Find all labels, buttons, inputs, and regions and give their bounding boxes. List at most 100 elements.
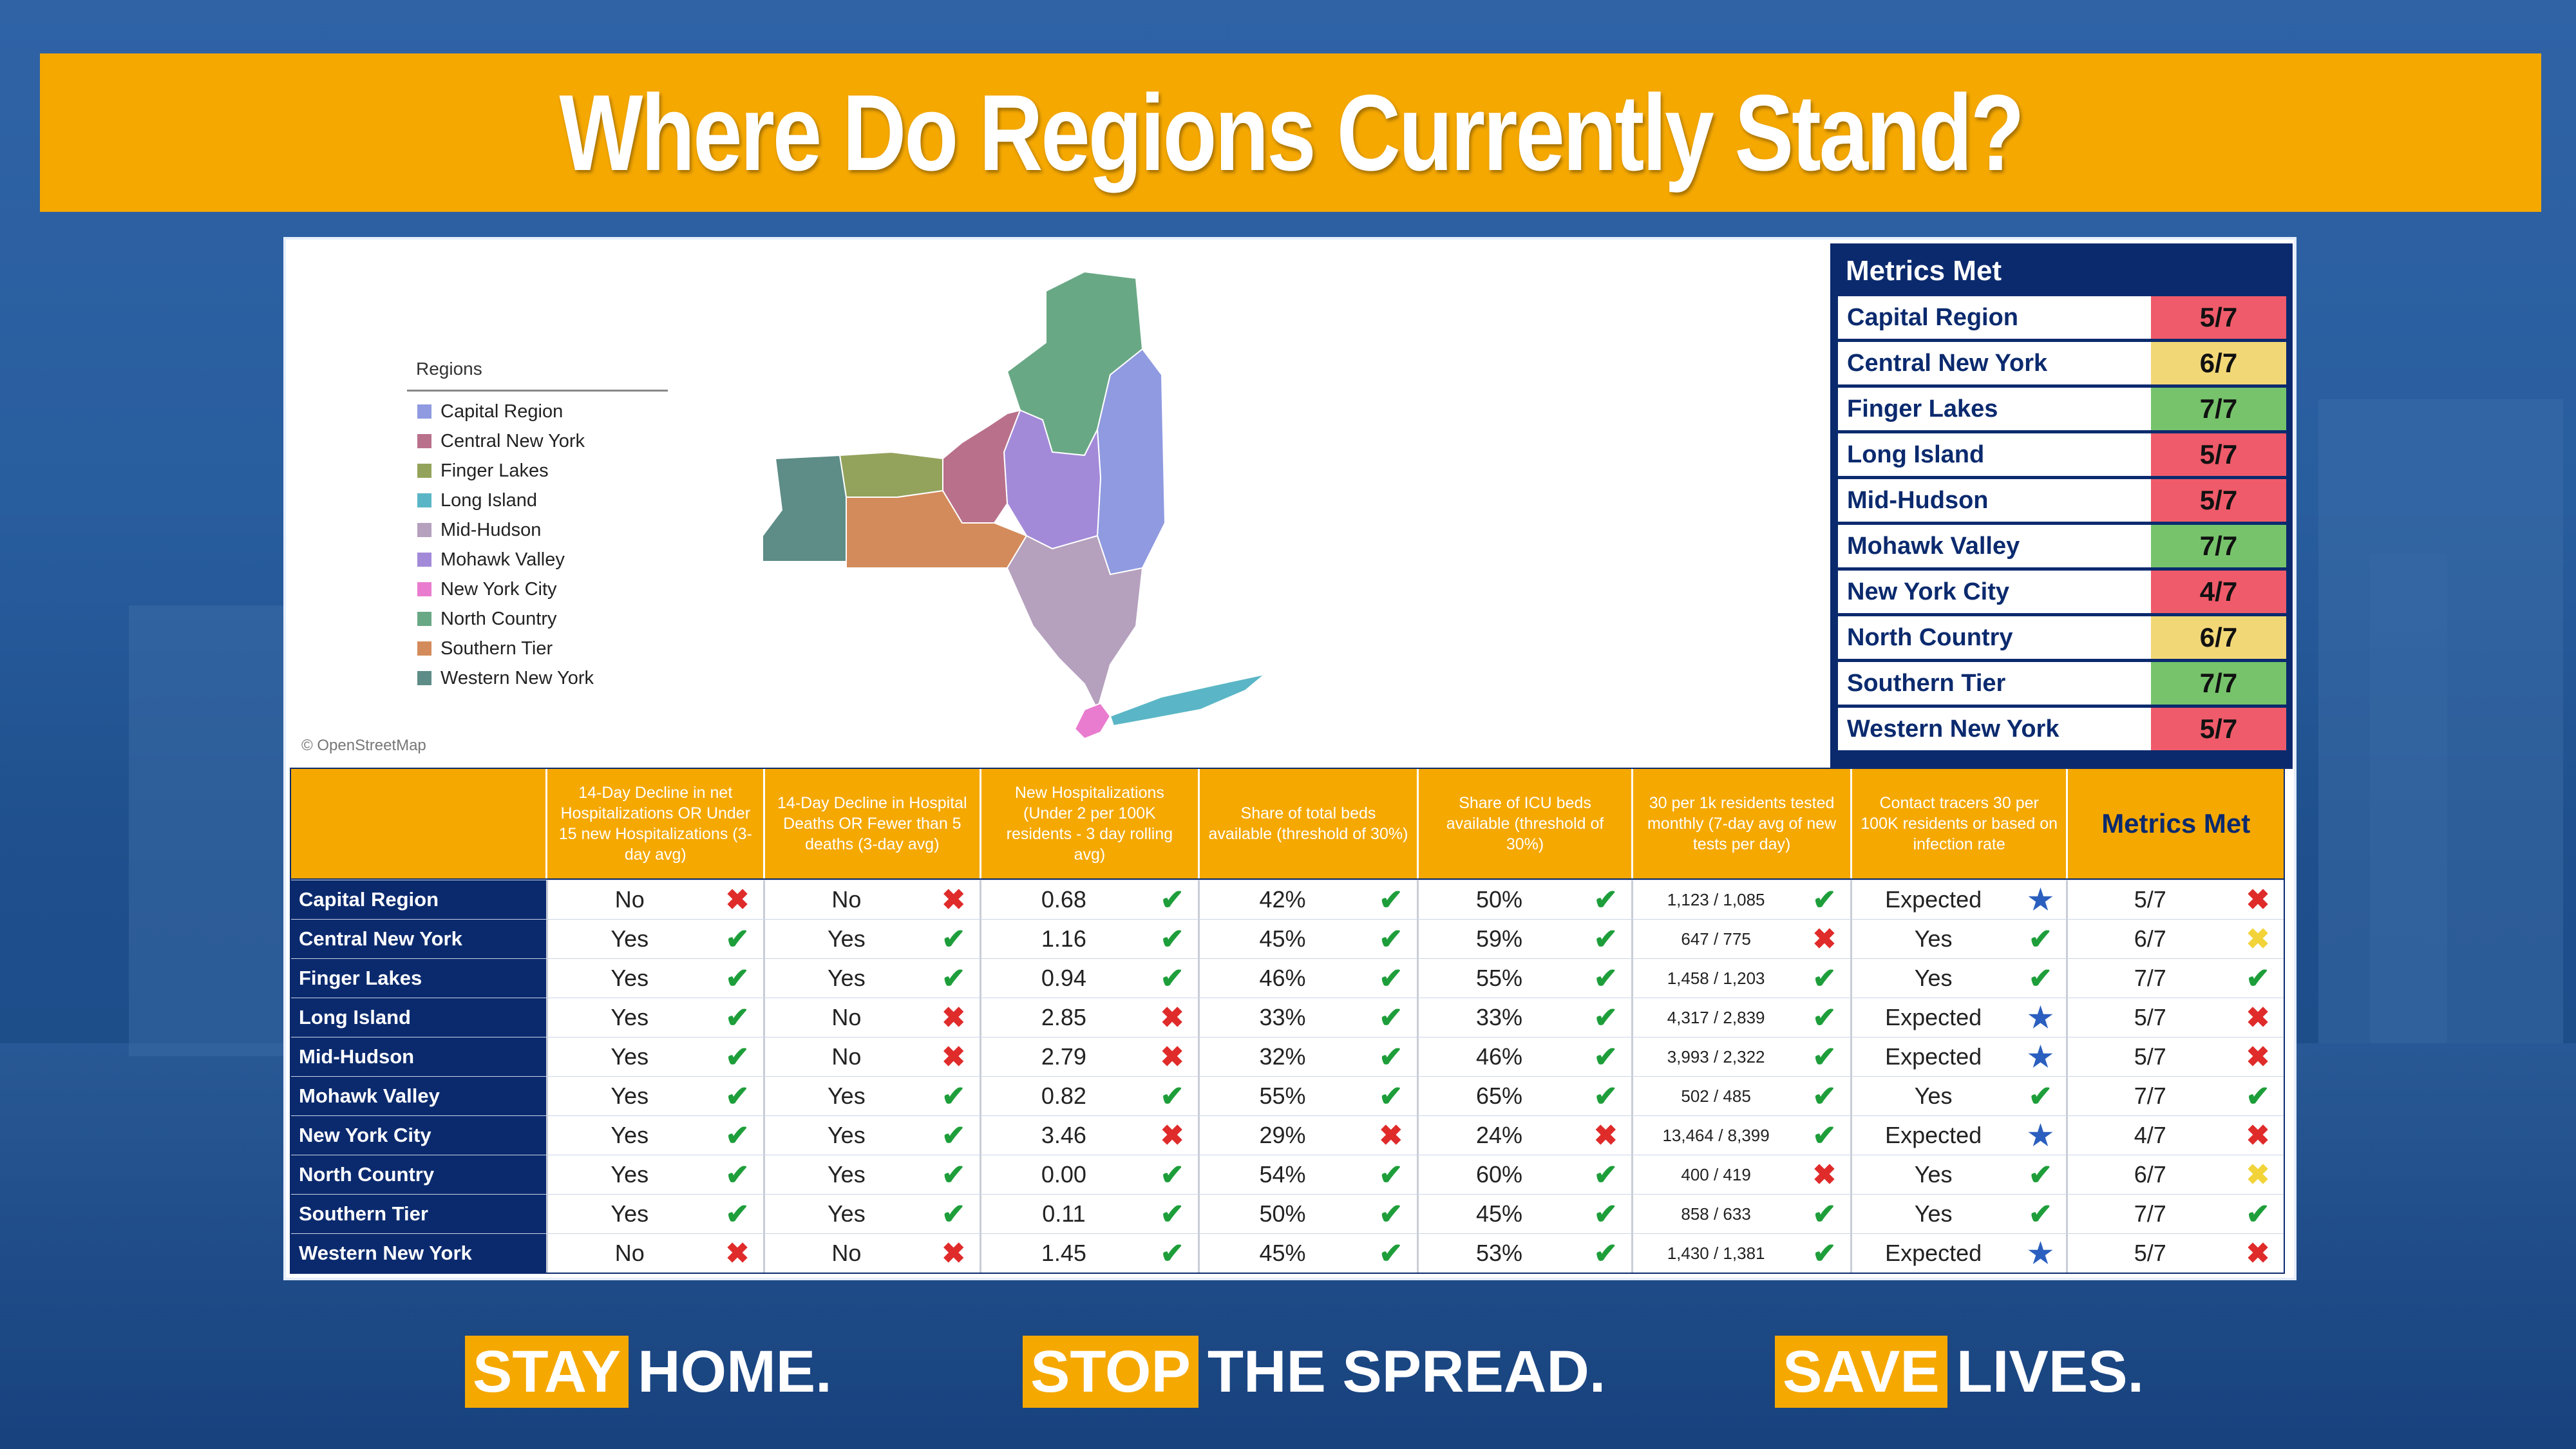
star-icon: ★: [2027, 1237, 2054, 1269]
check-icon: ✔: [2029, 1080, 2052, 1112]
table-cell: Yes ✔: [545, 1116, 764, 1155]
cell-value: Yes: [1914, 965, 1953, 991]
cell-value: 50%: [1476, 886, 1523, 913]
column-header: 30 per 1k residents tested monthly (7-da…: [1631, 769, 1850, 878]
check-icon: ✔: [2029, 962, 2052, 994]
legend-swatch: [417, 523, 431, 537]
legend-label: New York City: [440, 578, 557, 600]
check-icon: ✔: [725, 1198, 750, 1230]
column-header: Metrics Met: [2066, 769, 2284, 878]
check-icon: ✔: [725, 1041, 750, 1073]
cell-value: Yes: [1914, 1161, 1953, 1188]
x-icon: ✖: [942, 1041, 966, 1073]
table-cell: 1,430 / 1,381 ✔: [1631, 1234, 1850, 1273]
x-icon: ✖: [942, 884, 966, 916]
legend-label: North Country: [440, 608, 557, 629]
cell-value: Expected: [1885, 1004, 1982, 1030]
cell-value: 400 / 419: [1681, 1164, 1751, 1184]
check-icon: ✔: [1812, 1080, 1837, 1112]
table-cell: 0.94 ✔: [979, 959, 1198, 998]
metrics-met-value: 5/7: [2151, 708, 2286, 750]
metrics-met-value: 4/7: [2151, 571, 2286, 613]
metrics-met-region: Western New York: [1838, 708, 2151, 750]
legend-item: Capital Region: [407, 397, 668, 426]
table-cell: 0.68 ✔: [979, 880, 1198, 919]
table-row: Long Island Yes ✔ No ✖ 2.85 ✖ 33% ✔ 33% ✔ 4,317 / 2…: [291, 998, 2284, 1037]
legend-divider: [407, 390, 668, 392]
cell-value: 0.94: [1041, 965, 1086, 991]
row-region: New York City: [291, 1116, 546, 1155]
table-row: Central New York Yes ✔ Yes ✔ 1.16 ✔ 45% ✔ 59% ✔ 647…: [291, 919, 2284, 958]
cell-value: 5/7: [2134, 886, 2166, 913]
metrics-met-row: Southern Tier 7/7: [1838, 662, 2286, 705]
metrics-met-region: Central New York: [1838, 342, 2151, 384]
check-icon: ✔: [1593, 1001, 1618, 1034]
legend-items: Capital Region Central New York Finger Lak…: [407, 397, 668, 693]
table-cell: 55% ✔: [1198, 1077, 1417, 1115]
table-row: Western New York No ✖ No ✖ 1.45 ✔ 45% ✔ 53% ✔ 1,430…: [291, 1233, 2284, 1273]
table-cell: Expected ★: [1850, 1037, 2067, 1076]
table-cell: 29% ✖: [1198, 1116, 1417, 1155]
map-region-western-new-york: [762, 454, 847, 562]
legend-item: Mid-Hudson: [407, 515, 668, 545]
table-cell: Yes ✔: [545, 998, 764, 1037]
cell-value: No: [831, 1043, 862, 1070]
table-cell: 7/7 ✔: [2066, 1195, 2284, 1233]
check-icon: ✔: [725, 1001, 750, 1034]
table-row: Capital Region No ✖ No ✖ 0.68 ✔ 42% ✔ 50% ✔ 1,123 /…: [291, 880, 2284, 919]
legend-swatch: [417, 671, 431, 685]
x-icon: ✖: [2246, 1001, 2270, 1034]
cell-value: Yes: [611, 1004, 649, 1030]
table-cell: Expected ★: [1850, 1116, 2067, 1155]
check-icon: ✔: [1379, 884, 1403, 916]
check-icon: ✔: [725, 1080, 750, 1112]
cell-value: 6/7: [2134, 925, 2166, 952]
star-icon: ★: [2027, 1119, 2054, 1151]
check-icon: ✔: [1160, 962, 1184, 994]
table-cell: 1.16 ✔: [979, 920, 1198, 958]
check-icon: ✔: [725, 1159, 750, 1191]
legend-swatch: [417, 493, 431, 507]
check-icon: ✔: [1379, 1041, 1403, 1073]
table-cell: No ✖: [763, 998, 980, 1037]
metrics-met-row: Mid-Hudson 5/7: [1838, 479, 2286, 522]
cell-value: Yes: [827, 925, 866, 952]
table-cell: 3,993 / 2,322 ✔: [1631, 1037, 1850, 1076]
check-icon: ✔: [1379, 1080, 1403, 1112]
check-icon: ✔: [1160, 1159, 1184, 1191]
check-icon: ✔: [1812, 1237, 1837, 1269]
x-icon: ✖: [1812, 1159, 1837, 1191]
cell-value: 7/7: [2134, 1200, 2166, 1227]
slogan-stop-the-spread: STOP THE SPREAD.: [1023, 1333, 1605, 1410]
cell-value: 42%: [1259, 886, 1306, 913]
cell-value: 647 / 775: [1681, 929, 1751, 949]
cell-value: Yes: [827, 1161, 866, 1188]
cell-value: 0.00: [1041, 1161, 1086, 1188]
table-cell: 5/7 ✖: [2066, 880, 2284, 919]
legend-label: Mohawk Valley: [440, 549, 565, 570]
metrics-met-value: 7/7: [2151, 525, 2286, 567]
row-region: Central New York: [291, 920, 546, 958]
table-cell: 647 / 775 ✖: [1631, 920, 1850, 958]
table-cell: Yes ✔: [763, 1195, 980, 1233]
table-cell: 24% ✖: [1416, 1116, 1632, 1155]
table-cell: Yes ✔: [545, 1195, 764, 1233]
map-region-finger-lakes: [838, 451, 943, 498]
slogan-highlight: STOP: [1023, 1336, 1198, 1408]
legend-item: New York City: [407, 574, 668, 604]
table-header: 14-Day Decline in net Hospitalizations O…: [290, 768, 2285, 880]
table-cell: 45% ✔: [1198, 1234, 1417, 1273]
check-icon: ✔: [725, 962, 750, 994]
cell-value: 24%: [1476, 1122, 1523, 1148]
table-cell: 2.79 ✖: [979, 1037, 1198, 1076]
table-cell: Yes ✔: [763, 959, 980, 998]
table-cell: 50% ✔: [1416, 880, 1632, 919]
cell-value: Yes: [611, 965, 649, 991]
legend-swatch: [417, 612, 431, 626]
metrics-met-panel: Metrics Met Capital Region 5/7 Central New…: [1830, 243, 2293, 769]
check-icon: ✔: [725, 923, 750, 955]
bg-building-right: [2318, 399, 2563, 1043]
table-cell: Yes ✔: [545, 959, 764, 998]
metrics-met-value: 6/7: [2151, 342, 2286, 384]
bg-building-right-2: [2370, 554, 2447, 1043]
